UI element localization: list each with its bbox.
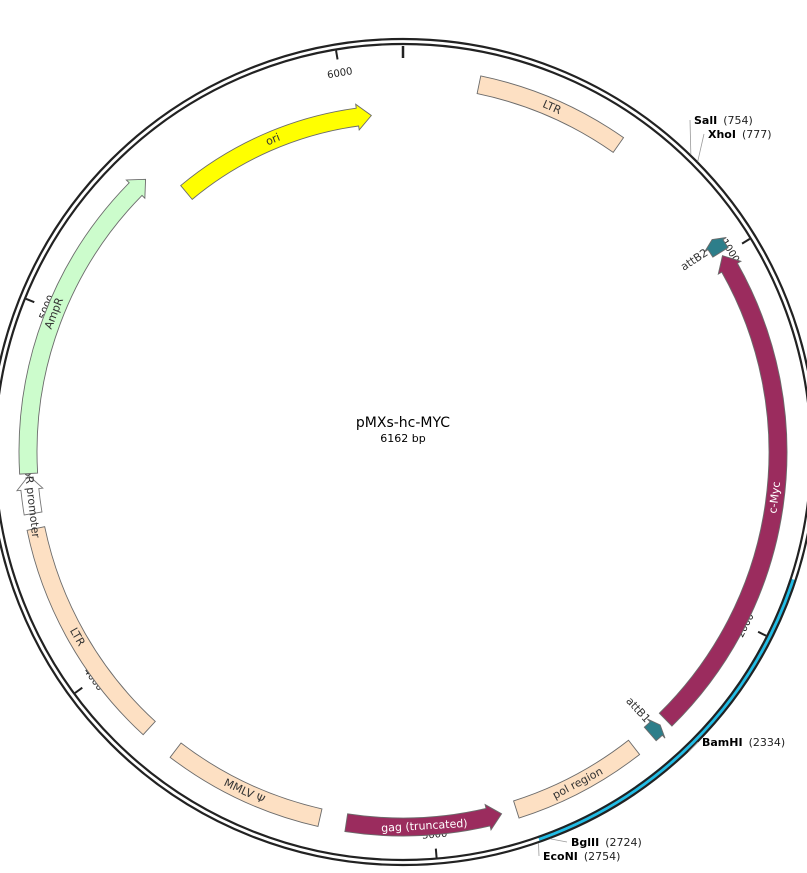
site-leader-line [550, 838, 568, 843]
site-name: BglII [571, 836, 599, 849]
site-leader-line [697, 133, 705, 162]
feature-ampr[interactable] [18, 178, 147, 475]
tick-mark [741, 238, 751, 245]
site-position: (2334) [749, 736, 786, 749]
site-position: (754) [723, 114, 753, 127]
site-position: (2724) [605, 836, 642, 849]
tick-label: 6000 [326, 66, 353, 81]
feature-ltr-left[interactable] [26, 526, 156, 736]
feature-label-c-myc: c-Myc [766, 481, 783, 514]
tick-mark [25, 297, 35, 304]
site-position: (777) [742, 128, 772, 141]
backbone-inner-ring [0, 43, 807, 861]
tick-mark [335, 50, 339, 60]
site-name: XhoI [708, 128, 736, 141]
site-position: (2754) [584, 850, 621, 863]
site-leader-line [538, 843, 540, 857]
restriction-sites: SalI (754)XhoI (777) BamHI (2334) BglII (2724)… [538, 114, 785, 863]
feature-label-ori: ori [264, 131, 282, 149]
site-name: SalI [694, 114, 717, 127]
site-name: BamHI [702, 736, 743, 749]
feature-mmlv-psi[interactable] [169, 742, 323, 828]
feature-ampr-promoter[interactable] [15, 474, 44, 516]
plasmid-length: 6162 bp [380, 432, 425, 445]
site-label-bamhi[interactable]: BamHI (2334) [702, 736, 785, 749]
plasmid-name: pMXs-hc-MYC [356, 415, 450, 431]
feature-attb1[interactable] [643, 718, 666, 742]
backbone-outer-ring [0, 38, 807, 866]
feature-label-attb2: attB2 [678, 246, 710, 273]
tick-mark [757, 630, 767, 637]
site-label-econi[interactable]: EcoNI (2754) [543, 850, 620, 863]
site-label-xhoi[interactable]: XhoI (777) [708, 128, 772, 141]
feature-c-myc[interactable] [658, 255, 788, 727]
feature-gag-truncated[interactable] [344, 803, 503, 837]
site-label-sali[interactable]: SalI (754) [694, 114, 753, 127]
backbone [0, 38, 807, 866]
site-label-bglii[interactable]: BglII (2724) [571, 836, 642, 849]
tick-mark [74, 686, 83, 694]
site-name: EcoNI [543, 850, 578, 863]
feature-label-gag-truncated: gag (truncated) [381, 817, 468, 835]
feature-pol-region[interactable] [513, 739, 641, 819]
feature-ltr-right[interactable] [476, 75, 625, 154]
site-leader-line [689, 119, 692, 155]
feature-attb2[interactable] [704, 237, 729, 258]
site-leader-line [688, 741, 699, 752]
tick-mark [434, 848, 438, 858]
feature-ori[interactable] [180, 103, 372, 201]
